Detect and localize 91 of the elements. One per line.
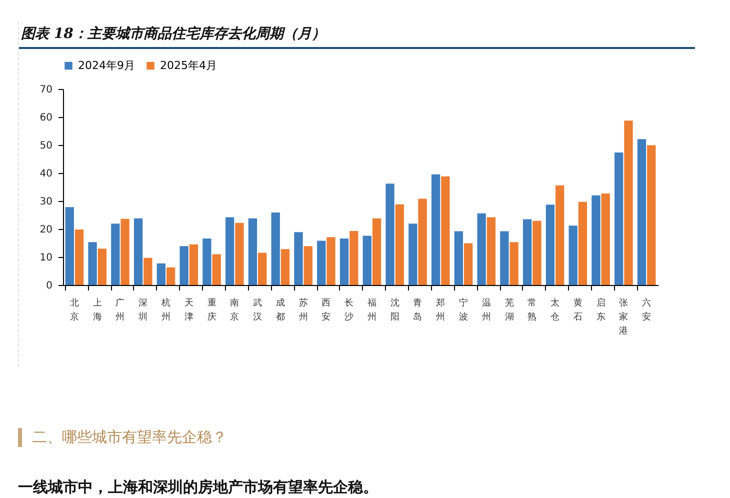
x-tick-label: 郑州 — [436, 298, 446, 322]
bar — [578, 202, 588, 285]
bar — [340, 238, 349, 285]
bar — [120, 218, 130, 285]
bar — [510, 242, 518, 285]
x-tick-label: 芜湖 — [504, 298, 514, 322]
bar — [202, 238, 212, 285]
x-tick-label: 苏州 — [298, 298, 308, 322]
y-tick-label: 30 — [40, 196, 52, 208]
bar — [647, 145, 656, 285]
x-tick-label: 黄石 — [573, 298, 582, 322]
y-tick-label: 70 — [40, 84, 52, 96]
chart-title: 图表 18：主要城市商品住宅库存去化周期（月） — [19, 22, 695, 49]
bar — [546, 204, 555, 285]
bar — [532, 220, 542, 285]
x-tick-label: 常熟 — [528, 298, 537, 322]
x-tick-label: 启东 — [596, 298, 606, 322]
bar — [271, 212, 280, 285]
bar — [624, 120, 633, 285]
x-tick-label: 武汉 — [253, 298, 262, 322]
bar — [98, 248, 106, 285]
x-tick-label: 上海 — [92, 298, 102, 322]
bar — [225, 217, 234, 285]
x-tick-label: 福州 — [367, 298, 376, 322]
bar — [372, 218, 382, 285]
x-tick-label: 南京 — [230, 298, 240, 322]
bar — [637, 139, 646, 285]
bar — [212, 254, 221, 285]
x-tick-label: 北京 — [70, 298, 79, 322]
bar — [156, 263, 166, 285]
x-tick-label: 六安 — [642, 298, 652, 322]
bar — [486, 217, 496, 285]
bar — [431, 174, 440, 285]
bar — [180, 246, 188, 285]
x-tick-label: 青岛 — [413, 298, 422, 322]
bar — [65, 207, 74, 285]
bar — [88, 242, 97, 285]
bar — [500, 231, 509, 285]
bar — [280, 249, 290, 285]
bar — [477, 213, 486, 285]
x-tick-label: 天津 — [184, 298, 194, 322]
x-tick-label: 重庆 — [207, 298, 216, 322]
bar — [362, 236, 372, 285]
bar — [258, 252, 267, 285]
x-tick-label: 杭州 — [160, 298, 170, 322]
x-tick-label: 西安 — [322, 298, 331, 322]
bar — [614, 152, 624, 285]
bar — [592, 195, 600, 285]
y-tick-label: 60 — [40, 112, 52, 124]
bar — [522, 219, 532, 285]
bar — [454, 231, 463, 285]
legend-label: 2025年4月 — [160, 58, 217, 72]
x-tick-label: 深圳 — [138, 298, 148, 322]
x-tick-label: 宁波 — [458, 298, 468, 322]
y-tick-label: 50 — [40, 140, 52, 152]
bar — [601, 193, 610, 285]
text: 二、哪些城市有望率先企稳？ — [18, 428, 227, 447]
x-tick-label: 太仓 — [550, 298, 560, 322]
y-tick-label: 20 — [40, 224, 52, 236]
bar — [235, 222, 244, 285]
x-tick-label: 沈阳 — [390, 298, 400, 322]
bar — [189, 244, 198, 285]
bar — [441, 176, 450, 285]
bar — [304, 246, 312, 285]
bar — [111, 224, 120, 285]
bar — [408, 224, 418, 285]
x-tick-label: 温州 — [482, 298, 491, 322]
y-tick-label: 40 — [40, 168, 52, 180]
bar — [350, 230, 358, 285]
bar — [464, 243, 473, 285]
bar — [294, 232, 303, 285]
legend-label: 2024年9月 — [78, 58, 135, 72]
y-tick-label: 10 — [40, 252, 52, 264]
bar — [144, 258, 152, 285]
bar — [386, 184, 394, 285]
y-tick-label: 0 — [46, 280, 52, 292]
x-tick-label: 成都 — [276, 298, 285, 322]
x-tick-label: 长沙 — [344, 298, 354, 322]
bar — [134, 218, 143, 285]
text: 一线城市中，上海和深圳的房地产市场有望率先企稳。 — [18, 478, 378, 497]
bar — [74, 230, 84, 285]
bar — [418, 198, 427, 285]
x-tick-label: 张家港 — [619, 298, 628, 336]
bar — [568, 226, 578, 285]
bar — [556, 185, 564, 285]
x-tick-label: 广州 — [116, 298, 125, 322]
bar — [326, 237, 336, 285]
bar — [317, 240, 326, 285]
bar — [248, 218, 258, 285]
bar — [166, 267, 176, 285]
bar — [395, 204, 404, 285]
